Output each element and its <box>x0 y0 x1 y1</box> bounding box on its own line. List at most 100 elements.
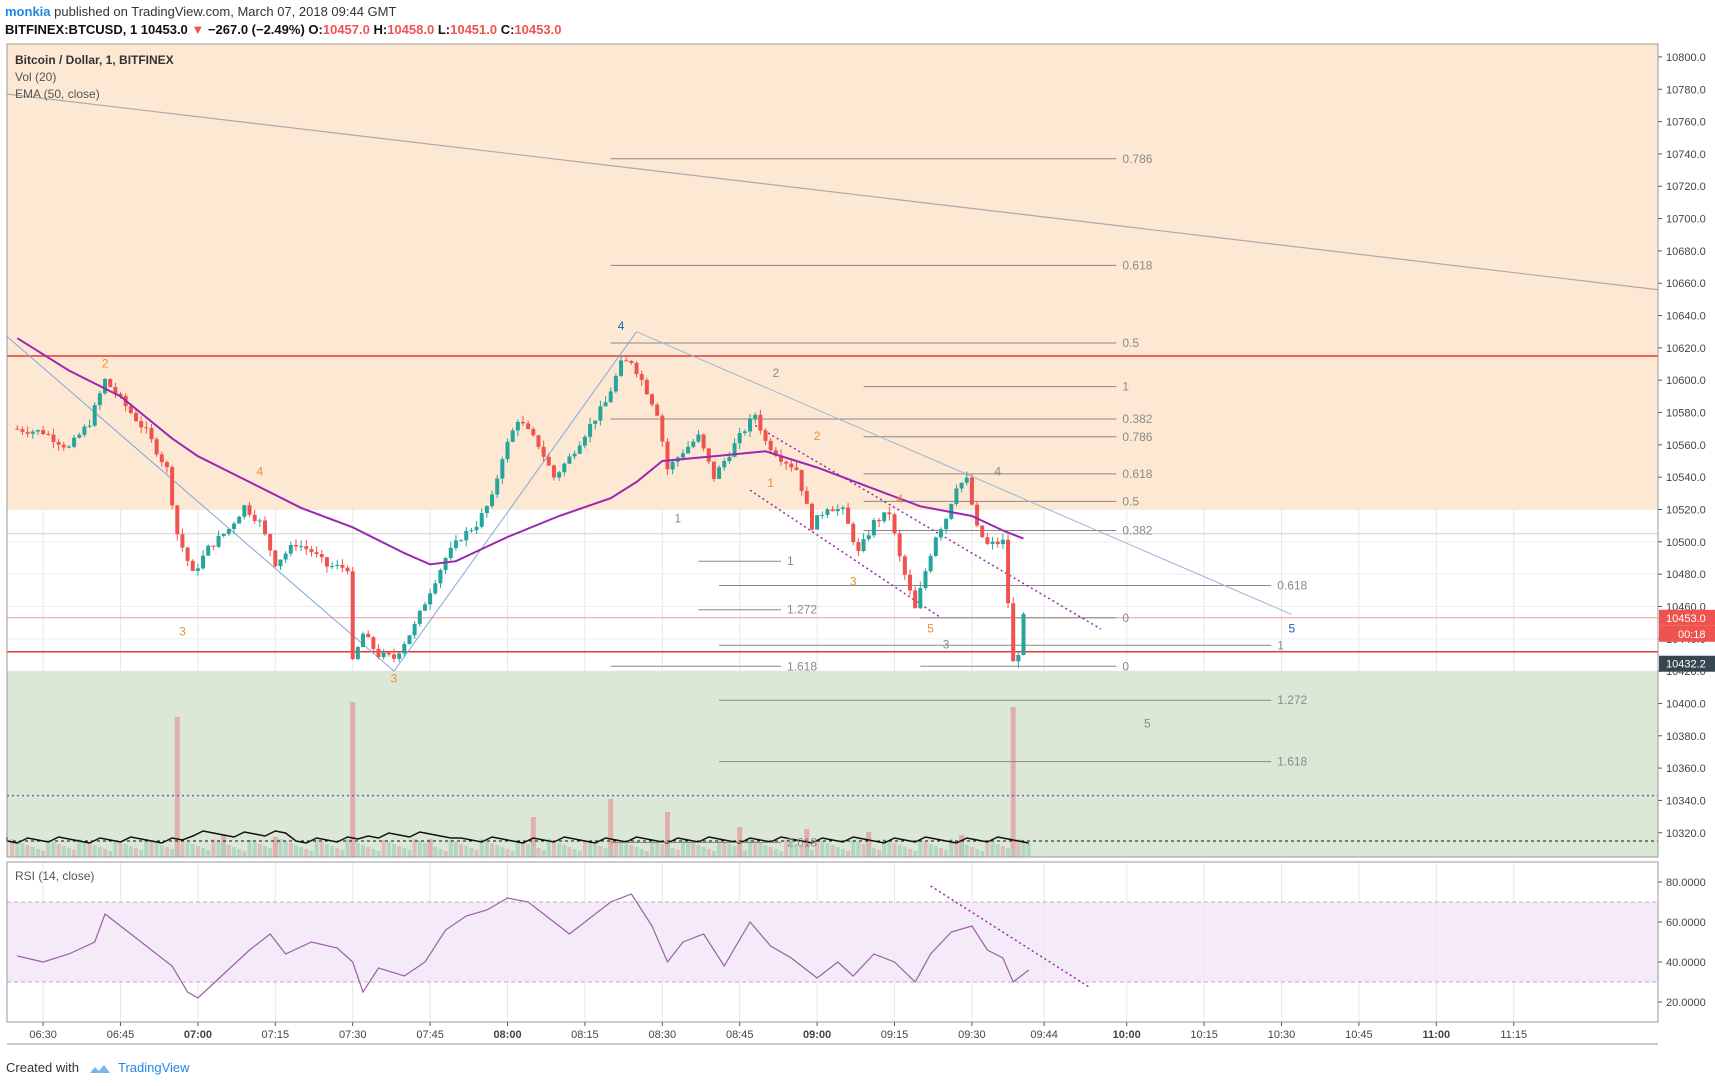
candle-body <box>789 463 794 468</box>
descending-trendline <box>636 331 1293 616</box>
candle-body <box>732 443 737 457</box>
fib-label-3: 1 <box>1122 380 1129 394</box>
candle-body <box>557 472 562 478</box>
candle-body <box>113 387 118 394</box>
candle-body <box>448 547 453 559</box>
volume-bar-minor <box>319 842 324 857</box>
x-tick-label-19: 11:15 <box>1500 1029 1527 1041</box>
candle-body <box>908 574 912 591</box>
volume-bar-minor <box>469 848 474 857</box>
candle-body <box>706 448 711 462</box>
candle-body <box>541 446 546 457</box>
volume-bar-minor <box>773 849 778 857</box>
volume-bar-minor <box>577 851 582 857</box>
x-tick-label-8: 08:30 <box>649 1029 677 1041</box>
volume-bar-8 <box>272 837 278 857</box>
x-tick-label-18: 11:00 <box>1423 1029 1451 1041</box>
volume-bar-minor <box>149 841 154 857</box>
candle-body <box>355 647 360 660</box>
volume-bar-minor <box>959 843 964 857</box>
y-tick-label-16: 10480.0 <box>1666 569 1706 581</box>
candle-body <box>20 429 25 432</box>
volume-bar-minor <box>660 844 665 857</box>
candle-body <box>443 558 448 571</box>
candle-body <box>453 540 458 548</box>
volume-bar-minor <box>732 846 737 857</box>
volume-bar-minor <box>985 840 990 857</box>
candle-body <box>928 555 933 572</box>
candle-body <box>263 520 267 535</box>
candle-body <box>918 587 923 609</box>
fib-label-1: 0.618 <box>1122 258 1152 272</box>
candle-body <box>784 461 789 464</box>
volume-bar-minor <box>247 840 252 857</box>
volume-bar-minor <box>87 843 92 857</box>
candle-body <box>201 555 206 569</box>
symbol-name[interactable]: BITFINEX:BTCUSD, 1 <box>5 22 138 37</box>
candle-body <box>944 518 949 530</box>
volume-bar-minor <box>706 849 711 857</box>
candle-body <box>804 490 809 504</box>
candle-body <box>72 437 77 447</box>
volume-bar-minor <box>175 851 180 857</box>
volume-bar-minor <box>526 844 531 857</box>
volume-bar-minor <box>603 848 608 857</box>
volume-bar-minor <box>871 848 876 857</box>
wave-label-14: 5 <box>1288 621 1295 635</box>
fib-label-8: 0.382 <box>1122 524 1152 538</box>
close-value: 10453.0 <box>514 22 562 37</box>
candles[interactable] <box>15 355 1026 668</box>
candle-body <box>309 549 314 553</box>
volume-bar-minor <box>257 844 262 857</box>
volume-bar-6 <box>1010 707 1016 857</box>
tradingview-brand[interactable]: TradingView <box>118 1060 190 1075</box>
y-tick-label-0: 10800.0 <box>1666 52 1706 64</box>
volume-bar-minor <box>113 840 118 857</box>
volume-bar-minor <box>366 847 371 857</box>
candle-body <box>933 537 938 556</box>
volume-bar-minor <box>717 840 722 857</box>
volume-bar-minor <box>134 848 138 857</box>
volume-bar-minor <box>252 842 257 857</box>
candle-body <box>851 523 856 543</box>
volume-bar-minor <box>103 849 108 857</box>
volume-bar-3 <box>664 812 670 857</box>
candle-body <box>92 405 97 426</box>
candle-body <box>655 404 660 416</box>
y-tick-label-1: 10780.0 <box>1666 84 1706 96</box>
volume-bar-minor <box>283 841 288 857</box>
y-tick-label-5: 10700.0 <box>1666 214 1706 226</box>
candle-body <box>521 421 525 424</box>
candle-body <box>139 421 144 428</box>
x-tick-label-14: 10:00 <box>1113 1029 1141 1041</box>
rsi-tick-label-3: 20.0000 <box>1666 997 1706 1009</box>
volume-bar-minor <box>928 844 933 857</box>
volume-bar-minor <box>361 845 366 857</box>
wave-label-8: 2 <box>814 429 821 443</box>
candle-body <box>77 434 82 438</box>
candle-body <box>433 583 438 594</box>
volume-bar-minor <box>923 842 928 857</box>
volume-bar-minor <box>639 849 644 857</box>
wave-label-5: 1 <box>674 511 681 525</box>
volume-bar-minor <box>500 847 505 857</box>
volume-bar-minor <box>159 845 164 857</box>
x-tick-label-3: 07:15 <box>262 1029 290 1041</box>
author-name[interactable]: monkia <box>5 4 51 19</box>
volume-bar-minor <box>990 842 995 857</box>
volume-bar-minor <box>41 851 46 857</box>
candle-body <box>149 428 154 440</box>
volume-bar-minor <box>835 847 840 857</box>
candle-body <box>438 570 443 584</box>
volume-bar-minor <box>608 850 613 857</box>
volume-bar-minor <box>335 848 340 857</box>
candle-body <box>577 445 582 454</box>
legend-title: Bitcoin / Dollar, 1, BITFINEX <box>15 53 174 67</box>
volume-bar-minor <box>350 841 355 857</box>
candle-body <box>835 508 840 512</box>
y-tick-label-24: 10320.0 <box>1666 828 1706 840</box>
candle-body <box>763 430 768 441</box>
candle-body <box>990 541 995 544</box>
volume-bar-minor <box>794 844 799 857</box>
